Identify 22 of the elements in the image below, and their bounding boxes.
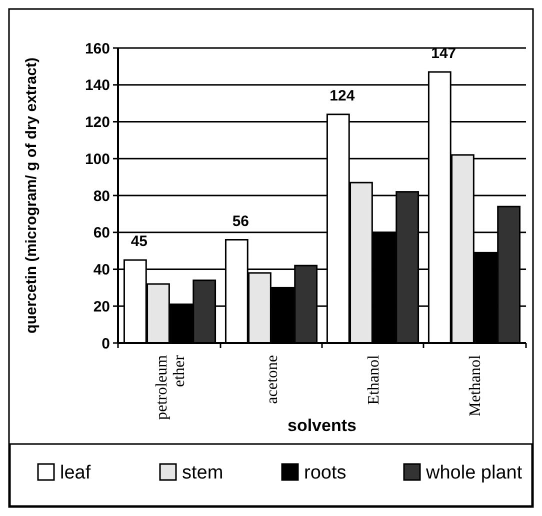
y-tick-label: 60: [93, 224, 110, 242]
y-tick-label: 140: [84, 77, 110, 94]
y-tick-label: 0: [102, 335, 110, 352]
x-tick-label: acetone: [264, 355, 281, 404]
legend-label: whole plant: [425, 462, 523, 484]
data-label: 56: [232, 212, 250, 230]
y-tick-label: 120: [84, 114, 110, 131]
x-tick-label: Methanol: [466, 354, 484, 416]
legend-label: stem: [182, 462, 224, 484]
legend-label: roots: [304, 462, 346, 484]
x-axis-title: solvents: [288, 416, 356, 435]
x-tick-label: petroleum ether: [154, 354, 188, 420]
data-label: 124: [330, 87, 356, 104]
y-tick-label: 80: [93, 188, 110, 205]
x-tick-label: Ethanol: [365, 354, 382, 405]
y-tick-label: 100: [84, 150, 110, 168]
legend-label: leaf: [60, 462, 92, 484]
y-axis-title: quercetin (microgram/ g of dry extract): [23, 58, 40, 334]
y-tick-label: 20: [93, 298, 110, 316]
y-tick-label: 40: [93, 262, 110, 278]
y-tick-label: 160: [84, 40, 110, 58]
data-label: 45: [130, 233, 148, 250]
